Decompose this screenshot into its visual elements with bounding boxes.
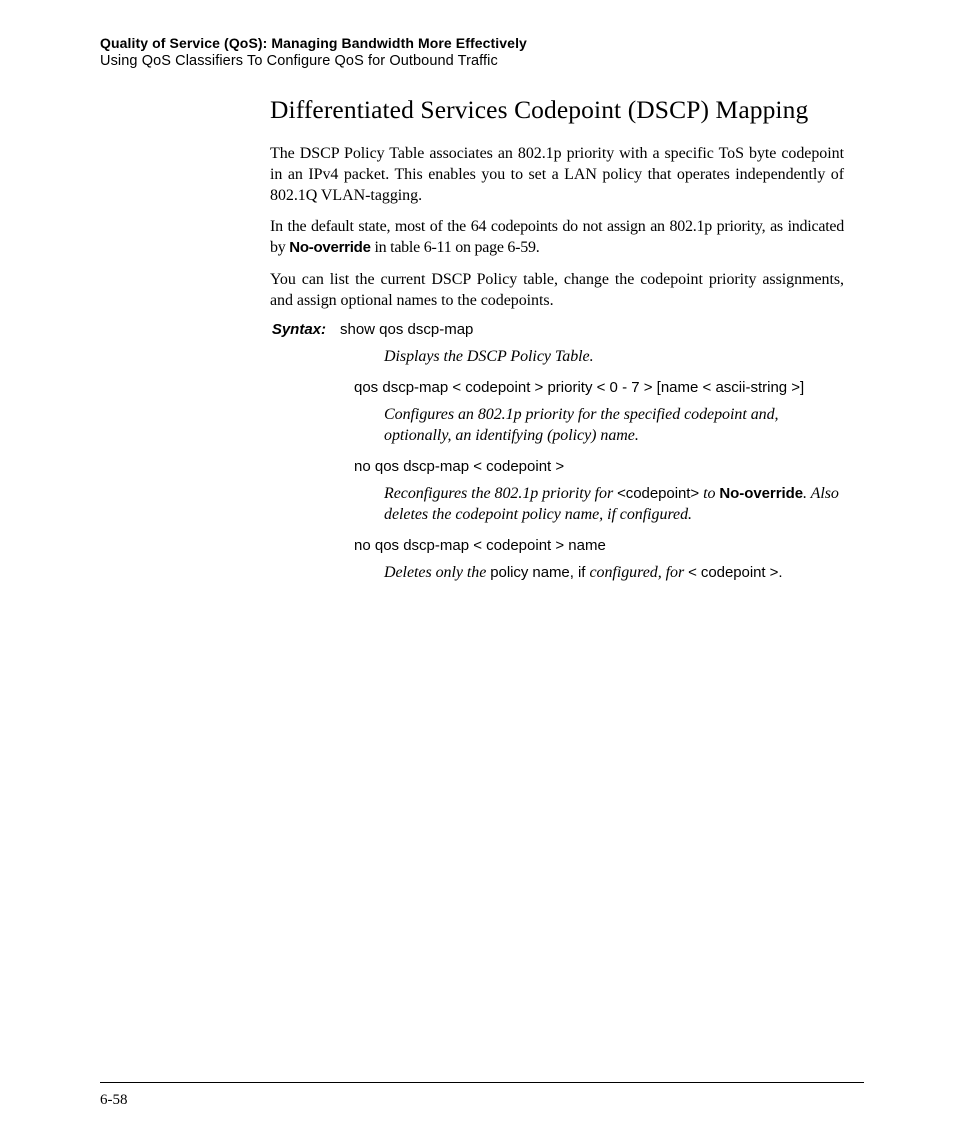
syntax-cmd-2: qos dscp-map < codepoint > priority < 0 … (354, 379, 844, 396)
footer-rule (100, 1082, 864, 1083)
desc4-sans: policy name, if (490, 564, 589, 581)
body-paragraph-2: In the default state, most of the 64 cod… (270, 216, 844, 258)
para2-bold: No-override (289, 239, 370, 256)
syntax-label: Syntax: (270, 321, 340, 338)
running-head-title: Quality of Service (QoS): Managing Bandw… (100, 35, 864, 51)
desc3-b: to (699, 485, 719, 502)
running-head: Quality of Service (QoS): Managing Bandw… (100, 35, 864, 69)
desc3-a: Reconfigures the 802.1p priority for (384, 485, 617, 502)
syntax-cmd-4: no qos dscp-map < codepoint > name (354, 537, 844, 554)
syntax-desc-4: Deletes only the policy name, if configu… (384, 562, 844, 583)
desc3-bold: No-override (719, 485, 803, 502)
syntax-group-1: Displays the DSCP Policy Table. qos dscp… (354, 346, 844, 584)
body-paragraph-1: The DSCP Policy Table associates an 802.… (270, 143, 844, 206)
desc4-codepoint: < codepoint >. (688, 564, 782, 581)
desc4-a: Deletes only the (384, 564, 490, 581)
syntax-desc-1: Displays the DSCP Policy Table. (384, 346, 844, 367)
content-column: Differentiated Services Codepoint (DSCP)… (270, 95, 844, 583)
section-title: Differentiated Services Codepoint (DSCP)… (270, 95, 844, 125)
body-paragraph-3: You can list the current DSCP Policy tab… (270, 269, 844, 311)
page: Quality of Service (QoS): Managing Bandw… (0, 0, 954, 1145)
desc3-codepoint: <codepoint> (617, 485, 699, 502)
syntax-cmd-3: no qos dscp-map < codepoint > (354, 458, 844, 475)
syntax-block: Syntax: show qos dscp-map Displays the D… (270, 321, 844, 584)
desc4-b: configured, for (589, 564, 688, 581)
syntax-desc-3: Reconfigures the 802.1p priority for <co… (384, 483, 844, 525)
syntax-cmd-1: show qos dscp-map (340, 321, 473, 338)
syntax-row-1: Syntax: show qos dscp-map (270, 321, 844, 338)
para2-post: in table 6-11 on page 6-59. (371, 239, 540, 256)
running-head-subtitle: Using QoS Classifiers To Configure QoS f… (100, 53, 864, 69)
page-number: 6-58 (100, 1092, 128, 1109)
syntax-desc-2: Configures an 802.1p priority for the sp… (384, 404, 844, 446)
